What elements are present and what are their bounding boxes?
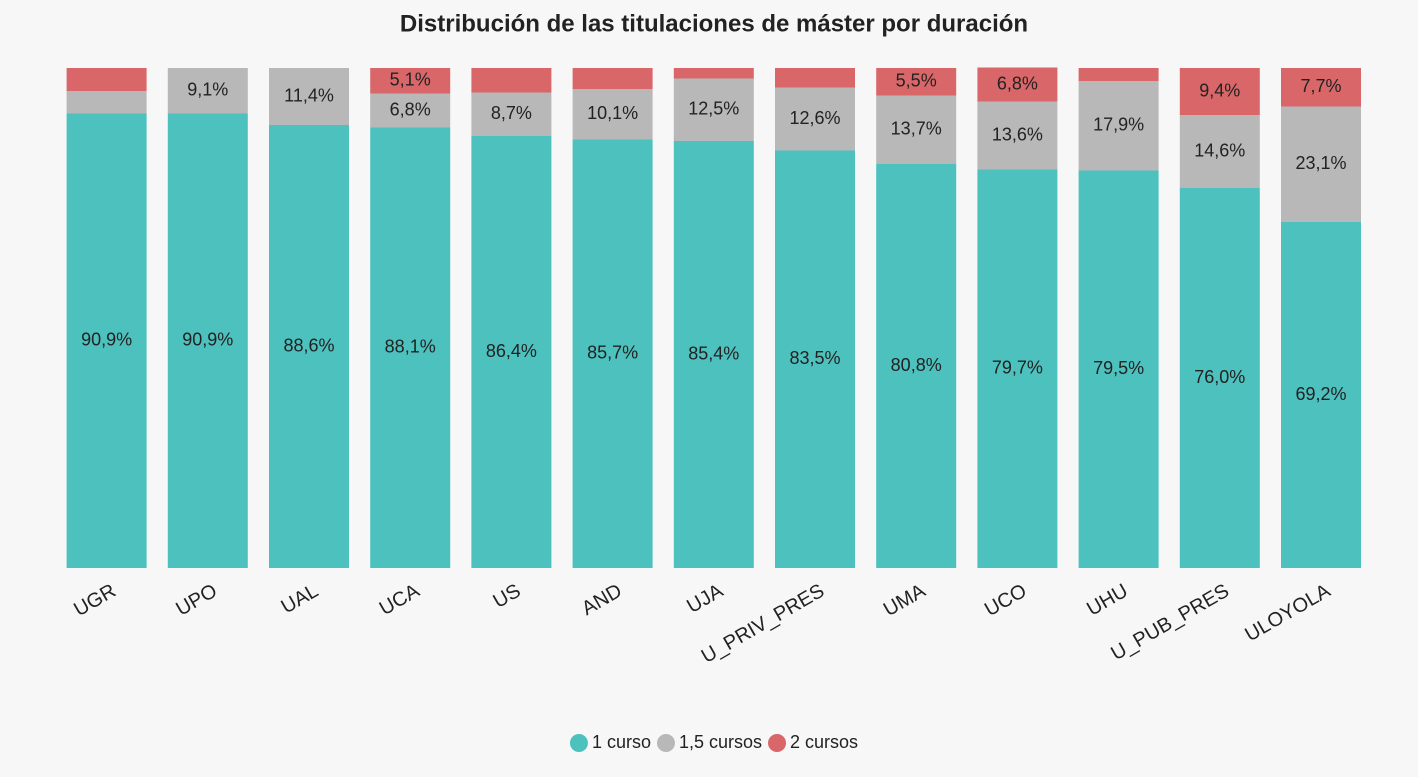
bar-segment (66, 91, 147, 114)
data-label: 7,7% (1300, 76, 1341, 96)
data-label: 79,7% (992, 358, 1043, 378)
bar-segment (876, 164, 957, 568)
bar-segment (977, 101, 1058, 170)
bar-segment (66, 68, 147, 91)
data-label: 79,5% (1093, 358, 1144, 378)
bar-segment (471, 136, 552, 568)
data-label: 12,5% (688, 99, 739, 119)
data-label: 76,0% (1194, 367, 1245, 387)
bar-segment (167, 113, 248, 568)
bar-segment (471, 92, 552, 136)
data-label: 9,1% (187, 80, 228, 100)
data-label: 9,4% (1199, 80, 1240, 100)
bar-segment (370, 68, 451, 94)
data-label: 6,8% (390, 99, 431, 119)
legend-marker (656, 734, 675, 752)
legend-marker (768, 734, 787, 752)
bar-segment (876, 68, 957, 96)
data-label: 88,6% (283, 335, 334, 355)
bar-segment (572, 89, 653, 140)
bar-segment (370, 93, 451, 128)
data-label: 8,7% (491, 103, 532, 123)
data-label: 69,2% (1295, 384, 1346, 404)
bar-segment (775, 87, 855, 151)
legend-label: 2 cursos (790, 732, 858, 752)
bar-segment (1078, 170, 1159, 568)
data-label: 83,5% (789, 348, 840, 368)
bar-segment (66, 113, 147, 568)
bar-segment (775, 150, 855, 568)
bar-segment (167, 68, 248, 114)
bar-segment (673, 141, 754, 568)
bar-segment (977, 67, 1058, 102)
data-label: 17,9% (1093, 115, 1144, 135)
bar-segment (471, 68, 552, 93)
data-label: 13,6% (992, 124, 1043, 144)
data-label: 88,1% (385, 337, 436, 357)
data-label: 6,8% (997, 73, 1038, 93)
bar-segment (1179, 188, 1260, 568)
data-label: 11,4% (284, 85, 334, 105)
bar-segment (1281, 68, 1361, 107)
bar-segment (673, 68, 754, 79)
bar-segment (1179, 68, 1260, 115)
bar-segment (269, 68, 349, 125)
bar-segment (269, 125, 349, 568)
data-label: 86,4% (486, 341, 537, 361)
data-label: 90,9% (81, 330, 132, 350)
bar-segment (977, 169, 1058, 568)
legend-label: 1 curso (592, 732, 651, 752)
bar-segment (572, 139, 653, 568)
bar-segment (775, 68, 855, 88)
bar-segment (1078, 81, 1159, 171)
bar-segment (370, 127, 451, 568)
bar-segment (1281, 222, 1361, 568)
chart-title: Distribución de las titulaciones de mást… (400, 10, 1028, 37)
bar-segment (876, 95, 957, 164)
data-label: 13,7% (891, 119, 942, 139)
data-label: 5,5% (896, 71, 937, 91)
data-label: 5,1% (390, 70, 431, 90)
data-label: 80,8% (891, 355, 942, 375)
data-label: 85,4% (688, 343, 739, 363)
legend-label: 1,5 cursos (679, 732, 762, 752)
data-label: 14,6% (1194, 140, 1245, 160)
data-label: 23,1% (1295, 153, 1346, 173)
bar-segment (673, 78, 754, 141)
bar-segment (1281, 106, 1361, 222)
data-label: 12,6% (789, 108, 840, 128)
data-label: 90,9% (182, 330, 233, 350)
legend-marker (569, 734, 588, 752)
bar-segment (1078, 68, 1159, 81)
bar-segment (1179, 115, 1260, 188)
bar-segment (572, 68, 653, 89)
data-label: 10,1% (587, 103, 638, 123)
data-label: 85,7% (587, 343, 638, 363)
